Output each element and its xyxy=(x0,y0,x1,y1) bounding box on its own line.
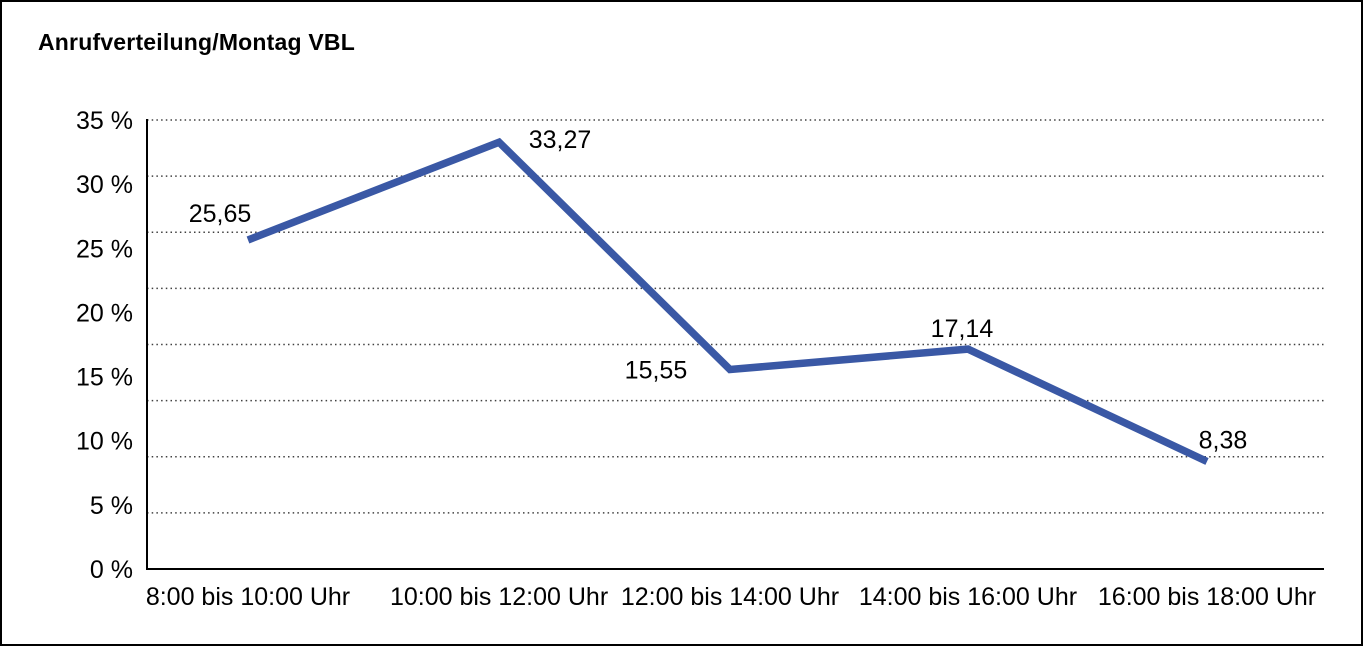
data-point-label: 15,55 xyxy=(625,357,688,385)
data-point-label: 33,27 xyxy=(529,126,592,154)
x-axis-category-label: 12:00 bis 14:00 Uhr xyxy=(621,583,839,611)
y-axis-tick-label: 15 % xyxy=(76,364,133,392)
x-axis-category-label: 10:00 bis 12:00 Uhr xyxy=(390,583,608,611)
x-axis-category-label: 8:00 bis 10:00 Uhr xyxy=(146,583,350,611)
y-axis-tick-label: 20 % xyxy=(76,299,133,327)
y-axis-tick-label: 30 % xyxy=(76,171,133,199)
y-axis-tick-label: 0 % xyxy=(90,556,133,584)
y-axis-tick-label: 10 % xyxy=(76,428,133,456)
x-axis-category-label: 16:00 bis 18:00 Uhr xyxy=(1098,583,1316,611)
data-point-label: 25,65 xyxy=(189,200,252,228)
x-axis-category-label: 14:00 bis 16:00 Uhr xyxy=(859,583,1077,611)
data-point-label: 17,14 xyxy=(931,315,994,343)
data-series-line xyxy=(246,137,1209,465)
data-point-label: 8,38 xyxy=(1199,426,1248,454)
y-axis-tick-label: 5 % xyxy=(90,492,133,520)
y-axis-tick-label: 35 % xyxy=(76,107,133,135)
y-axis-tick-label: 25 % xyxy=(76,235,133,263)
chart-title: Anrufverteilung/Montag VBL xyxy=(38,29,355,55)
